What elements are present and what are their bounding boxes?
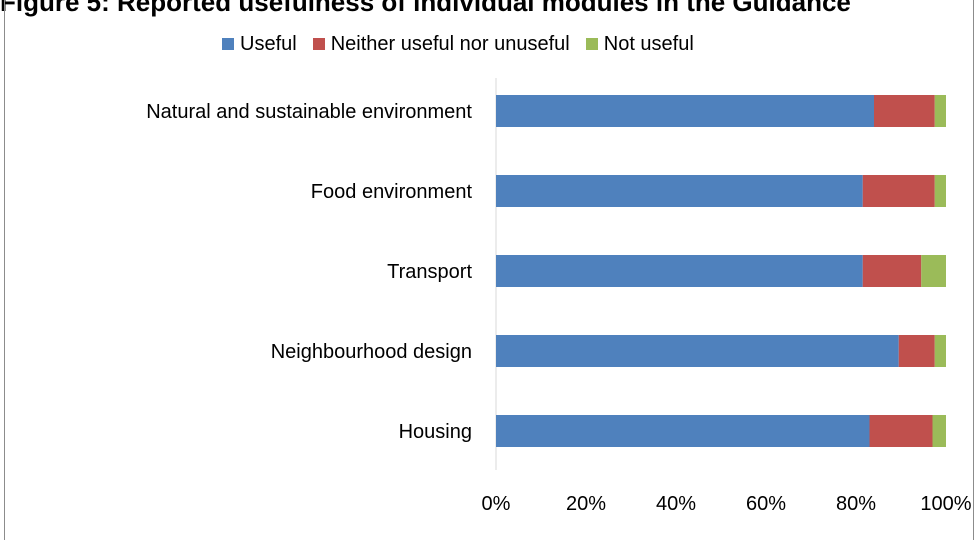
- bar-segment: [934, 95, 946, 127]
- bar-segment: [869, 415, 933, 447]
- bar-segment: [921, 255, 946, 287]
- page-title: Figure 5: Reported usefulness of individ…: [0, 0, 851, 17]
- bar-segment: [932, 415, 946, 447]
- legend-item-useful: Useful: [222, 33, 297, 56]
- category-label: Neighbourhood design: [271, 341, 472, 363]
- bar-segment: [874, 95, 935, 127]
- chart-legend: Useful Neither useful nor unuseful Not u…: [222, 30, 710, 58]
- bar-segment: [934, 335, 946, 367]
- legend-swatch-neither: [312, 38, 325, 50]
- legend-swatch-not-useful: [585, 38, 598, 50]
- category-label: Food environment: [311, 181, 473, 203]
- legend-item-not-useful: Not useful: [585, 32, 694, 56]
- bar-segment: [862, 175, 935, 207]
- x-tick-label: 100%: [920, 493, 971, 515]
- stacked-bar-chart: Natural and sustainable environment Food …: [146, 78, 972, 515]
- category-label: Housing: [399, 421, 472, 443]
- bar-segment: [496, 415, 870, 447]
- legend-item-neither: Neither useful nor unuseful: [312, 32, 570, 56]
- bar-segment: [862, 255, 922, 287]
- chart-frame: [4, 0, 974, 540]
- bar-segment: [496, 255, 863, 287]
- legend-label-neither: Neither useful nor unuseful: [330, 32, 570, 55]
- x-tick-label: 0%: [482, 493, 511, 515]
- bar-segment: [496, 95, 874, 127]
- bar-segment: [496, 175, 863, 207]
- x-tick-label: 80%: [836, 493, 876, 515]
- legend-swatch-useful: [222, 38, 234, 50]
- legend-label-not-useful: Not useful: [603, 32, 694, 55]
- x-tick-label: 20%: [566, 493, 606, 515]
- bar-segment: [496, 335, 899, 367]
- legend-label-useful: Useful: [240, 32, 297, 55]
- x-tick-label: 60%: [746, 493, 786, 515]
- bar-segment: [898, 335, 935, 367]
- bar-segment: [934, 175, 946, 207]
- category-label: Transport: [387, 261, 472, 283]
- category-label: Natural and sustainable environment: [146, 101, 472, 123]
- x-tick-label: 40%: [656, 493, 696, 515]
